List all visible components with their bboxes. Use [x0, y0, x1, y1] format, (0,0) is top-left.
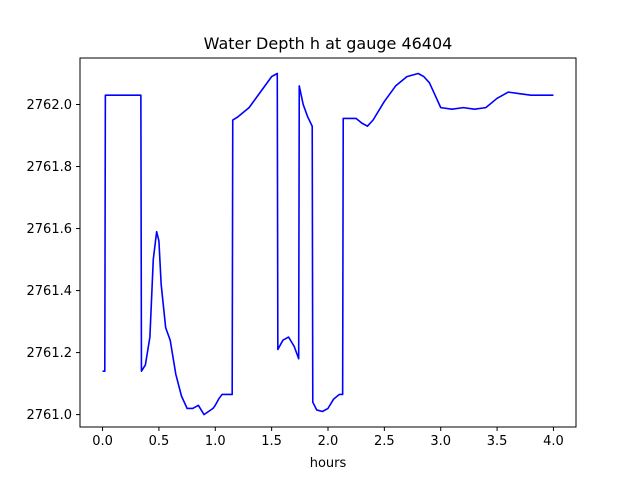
y-tick-label: 2761.2 — [27, 346, 73, 361]
plot-frame — [79, 57, 577, 428]
series-line-0 — [102, 72, 554, 416]
y-axis-ticks: 2761.0 2761.2 2761.4 2761.6 2761.8 2762.0 — [27, 98, 80, 423]
x-tick-label: 0.0 — [92, 434, 113, 449]
x-tick-label: 4.0 — [543, 434, 564, 449]
x-tick-label: 2.5 — [374, 434, 395, 449]
x-tick-label: 3.5 — [487, 434, 508, 449]
y-tick-label: 2761.6 — [27, 222, 73, 237]
x-tick-label: 3.0 — [430, 434, 451, 449]
y-tick-label: 2761.8 — [27, 160, 73, 175]
plot-area — [79, 57, 577, 428]
x-tick-label: 2.0 — [318, 434, 339, 449]
y-tick-label: 2761.0 — [27, 408, 73, 423]
x-tick-label: 0.5 — [149, 434, 170, 449]
y-tick-label: 2761.4 — [27, 284, 73, 299]
x-axis-ticks: 0.0 0.5 1.0 1.5 2.0 2.5 3.0 3.5 4.0 — [92, 427, 564, 449]
y-tick-label: 2762.0 — [27, 98, 73, 113]
x-tick-label: 1.0 — [205, 434, 226, 449]
x-tick-label: 1.5 — [261, 434, 282, 449]
chart-title: Water Depth h at gauge 46404 — [204, 34, 453, 53]
x-axis-label: hours — [310, 456, 347, 471]
